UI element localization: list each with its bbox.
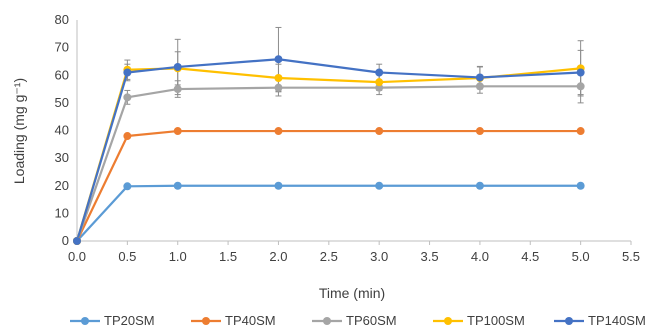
series-line-tp20sm: [76, 184, 581, 242]
y-tick-label: 30: [55, 150, 69, 165]
axes: [76, 20, 631, 242]
x-tick-label: 5.5: [622, 249, 640, 264]
legend-label-tp40sm: TP40SM: [225, 313, 276, 328]
legend-swatch-marker-tp40sm: [202, 317, 210, 325]
data-point-tp60sm: [475, 82, 484, 91]
data-point-tp40sm: [475, 127, 484, 136]
legend-label-tp60sm: TP60SM: [346, 313, 397, 328]
data-point-tp40sm: [375, 127, 384, 136]
y-tick-label: 60: [55, 67, 69, 82]
y-tick-label: 0: [62, 233, 69, 248]
series-points: [73, 55, 585, 245]
data-point-tp20sm: [475, 181, 484, 190]
legend-swatch-marker-tp140sm: [565, 317, 573, 325]
legend-label-tp140sm: TP140SM: [588, 313, 646, 328]
y-axis-label: Loading (mg g⁻¹): [11, 78, 27, 184]
y-tick-label: 50: [55, 95, 69, 110]
data-point-tp20sm: [123, 182, 132, 191]
x-axis-label: Time (min): [319, 285, 385, 301]
data-point-tp100sm: [375, 78, 384, 87]
x-tick-label: 2.5: [320, 249, 338, 264]
x-tick-label: 1.5: [219, 249, 237, 264]
x-tick-label: 1.0: [169, 249, 187, 264]
legend: TP20SM TP40SM TP60SM TP100SM TP140SM: [70, 313, 646, 328]
x-tick-label: 0.5: [118, 249, 136, 264]
data-point-tp20sm: [274, 181, 283, 190]
legend-label-tp100sm: TP100SM: [467, 313, 525, 328]
x-tick-label: 2.0: [269, 249, 287, 264]
data-point-tp40sm: [123, 132, 132, 141]
data-point-tp20sm: [576, 181, 585, 190]
x-tick-label: 3.5: [421, 249, 439, 264]
legend-swatch-marker-tp100sm: [444, 317, 452, 325]
data-point-tp40sm: [576, 127, 585, 136]
data-point-tp60sm: [576, 82, 585, 91]
y-tick-label: 20: [55, 178, 69, 193]
legend-swatch-marker-tp20sm: [81, 317, 89, 325]
data-point-tp140sm: [475, 73, 484, 82]
y-tick-label: 70: [55, 40, 69, 55]
data-point-tp140sm: [123, 68, 132, 77]
data-point-tp140sm: [173, 62, 182, 71]
y-axis-ticks: 0 10 20 30 40 50 60 70 80: [55, 12, 69, 248]
x-axis-ticks: 0.0 0.5 1.0 1.5 2.0 2.5 3.0 3.5 4.0 4.5 5.0 5.5: [68, 241, 640, 264]
series-line-tp60sm: [75, 85, 581, 242]
data-point-tp60sm: [173, 85, 182, 94]
data-point-tp20sm: [375, 181, 384, 190]
data-point-tp40sm: [173, 127, 182, 136]
x-tick-label: 3.0: [370, 249, 388, 264]
data-point-tp140sm: [576, 68, 585, 77]
y-tick-label: 80: [55, 12, 69, 27]
series-lines: [75, 58, 581, 242]
legend-label-tp20sm: TP20SM: [104, 313, 155, 328]
x-tick-label: 0.0: [68, 249, 86, 264]
x-tick-label: 4.5: [521, 249, 539, 264]
data-point-tp60sm: [123, 93, 132, 102]
legend-swatch-marker-tp60sm: [323, 317, 331, 325]
data-point-tp140sm: [274, 55, 283, 64]
data-point-tp100sm: [274, 74, 283, 83]
data-point-tp20sm: [173, 181, 182, 190]
data-point-tp140sm: [375, 68, 384, 77]
x-tick-label: 4.0: [471, 249, 489, 264]
data-point-tp60sm: [375, 83, 384, 92]
data-point-tp60sm: [274, 83, 283, 92]
x-tick-label: 5.0: [572, 249, 590, 264]
data-point-tp40sm: [274, 127, 283, 136]
y-tick-label: 40: [55, 123, 69, 138]
data-point-tp140sm: [73, 237, 81, 245]
y-tick-label: 10: [55, 205, 69, 220]
